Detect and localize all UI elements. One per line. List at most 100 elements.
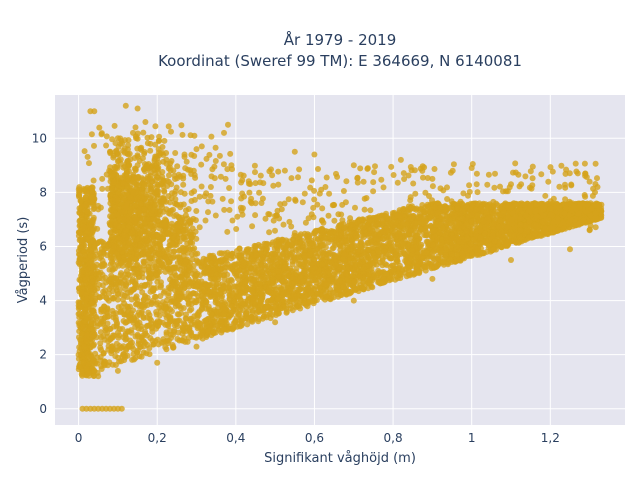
data-point	[442, 252, 448, 258]
data-point	[352, 287, 358, 293]
data-point	[228, 253, 234, 259]
data-point	[360, 279, 366, 285]
data-point	[323, 294, 329, 300]
data-point	[284, 310, 290, 316]
data-point	[327, 287, 333, 293]
data-point	[361, 234, 367, 240]
data-point	[269, 297, 275, 303]
data-point	[166, 338, 172, 344]
data-point	[163, 346, 169, 352]
data-point	[139, 304, 145, 310]
data-point	[105, 334, 111, 340]
data-point	[195, 297, 201, 303]
data-point	[277, 306, 283, 312]
data-point	[299, 238, 305, 244]
data-point	[269, 264, 275, 270]
data-point	[178, 305, 184, 311]
data-point	[365, 285, 371, 291]
data-point	[269, 242, 275, 248]
data-point	[217, 250, 223, 256]
data-point	[314, 246, 320, 252]
data-point	[240, 285, 246, 291]
data-point	[126, 329, 132, 335]
data-point	[369, 228, 375, 234]
data-point	[341, 258, 347, 264]
data-point	[159, 261, 165, 267]
data-point	[345, 246, 351, 252]
data-point	[337, 277, 343, 283]
data-point	[152, 338, 158, 344]
data-point	[152, 294, 158, 300]
data-point	[249, 289, 255, 295]
data-point	[392, 277, 398, 283]
data-point	[309, 240, 315, 246]
data-point	[258, 251, 264, 257]
data-point	[490, 247, 496, 253]
data-point	[224, 272, 230, 278]
data-point	[277, 258, 283, 264]
data-point	[263, 241, 269, 247]
data-point	[341, 238, 347, 244]
data-point	[443, 235, 449, 241]
data-point	[337, 247, 343, 253]
data-point	[320, 252, 326, 258]
data-point	[176, 294, 182, 300]
data-point	[376, 249, 382, 255]
data-point	[394, 242, 400, 248]
data-point	[220, 326, 226, 332]
data-point	[322, 235, 328, 241]
data-point	[190, 226, 196, 232]
data-point	[302, 300, 308, 306]
data-point	[319, 261, 325, 267]
data-point	[255, 318, 261, 324]
data-point	[302, 268, 308, 274]
data-point	[112, 346, 118, 352]
data-point	[555, 227, 561, 233]
data-point	[170, 344, 176, 350]
data-point	[287, 266, 293, 272]
data-point	[131, 357, 137, 363]
data-point	[164, 329, 170, 335]
data-point	[104, 296, 110, 302]
data-point	[137, 320, 143, 326]
data-point	[272, 251, 278, 257]
data-point	[281, 290, 287, 296]
data-point	[263, 304, 269, 310]
data-point	[240, 273, 246, 279]
data-point	[354, 255, 360, 261]
data-point	[243, 310, 249, 316]
data-point	[410, 247, 416, 253]
data-point	[228, 309, 234, 315]
data-point	[157, 320, 163, 326]
data-point	[341, 252, 347, 258]
data-point	[153, 309, 159, 315]
data-point	[212, 289, 218, 295]
data-point	[424, 250, 430, 256]
data-point	[133, 282, 139, 288]
data-point	[296, 286, 302, 292]
data-point	[482, 230, 488, 236]
data-point	[469, 252, 475, 258]
data-point	[127, 312, 133, 318]
data-point	[474, 252, 480, 258]
data-point	[100, 289, 106, 295]
data-point	[291, 300, 297, 306]
data-point	[384, 251, 390, 257]
data-point	[171, 327, 177, 333]
data-point	[175, 318, 181, 324]
data-point	[351, 279, 357, 285]
data-point	[151, 286, 157, 292]
data-point	[348, 241, 354, 247]
data-point	[101, 351, 107, 357]
data-point	[126, 343, 132, 349]
data-point	[142, 329, 148, 335]
data-point	[111, 311, 117, 317]
data-point	[172, 300, 178, 306]
data-point	[142, 294, 148, 300]
data-point	[350, 273, 356, 279]
data-point	[317, 239, 323, 245]
data-point	[208, 271, 214, 277]
data-point	[380, 236, 386, 242]
data-point	[181, 335, 187, 341]
